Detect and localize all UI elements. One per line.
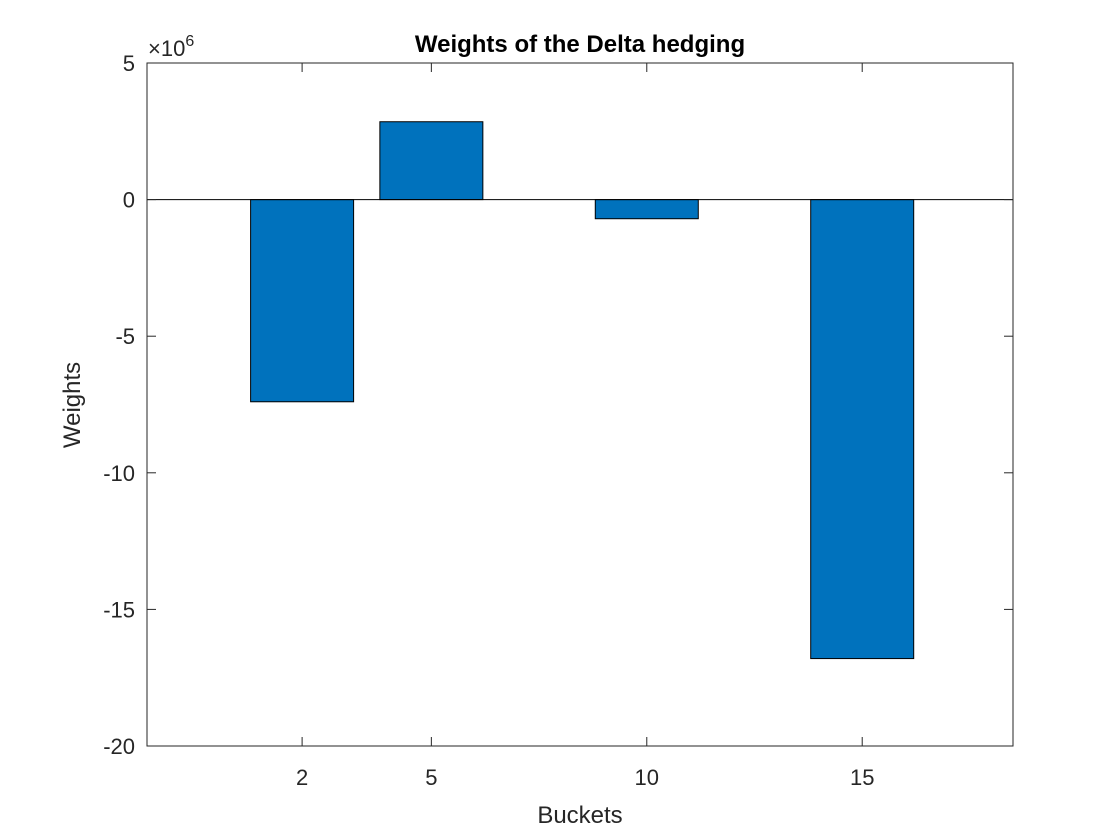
plot-area: 5 0 -5 -10 -15 -20 2 5 10 15 (103, 51, 1014, 790)
y-tick-label: -5 (115, 324, 135, 349)
bars-group (250, 121, 915, 660)
bar-15 (810, 199, 915, 660)
y-exponent-power: 6 (185, 33, 194, 50)
y-axis-ticks: 5 0 -5 -10 -15 -20 (103, 51, 1013, 759)
y-tick-label: 0 (123, 188, 135, 213)
y-axis-title: Weights (59, 362, 86, 448)
x-tick-label: 2 (296, 765, 308, 790)
bar-10 (594, 199, 699, 220)
chart-title: Weights of the Delta hedging (415, 31, 745, 58)
x-tick-label: 10 (635, 765, 659, 790)
y-exponent-label: ×106 (148, 33, 194, 61)
y-tick-label: -10 (103, 461, 135, 486)
bar-2 (250, 199, 355, 403)
y-tick-label: -20 (103, 734, 135, 759)
y-exponent-base: ×10 (148, 36, 185, 61)
x-axis-ticks: 2 5 10 15 (296, 63, 874, 790)
x-axis-title: Buckets (537, 802, 622, 829)
y-tick-label: 5 (123, 51, 135, 76)
x-tick-label: 5 (425, 765, 437, 790)
y-tick-label: -15 (103, 597, 135, 622)
bar-5 (379, 121, 484, 201)
x-tick-label: 15 (850, 765, 874, 790)
